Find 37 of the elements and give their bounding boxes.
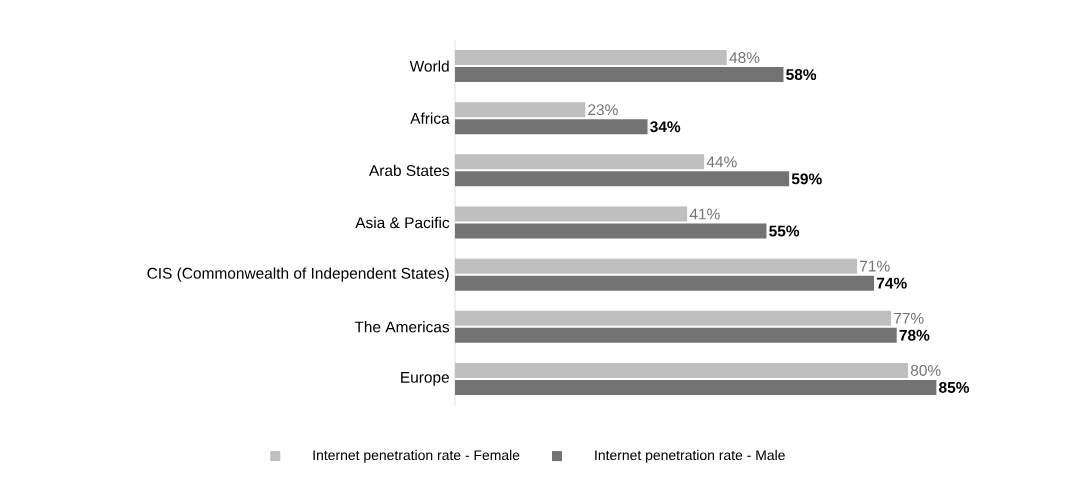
bar — [455, 310, 892, 326]
bar — [455, 379, 937, 395]
y-tick-label: The Americas — [354, 321, 450, 333]
y-tick-label: CIS (Commonwealth of Independent States) — [147, 267, 449, 282]
bar — [455, 154, 705, 170]
data-label: 59% — [791, 173, 822, 185]
data-label: 34% — [650, 121, 681, 133]
data-label: 23% — [588, 104, 618, 116]
bar — [455, 327, 897, 343]
y-tick-label: Europe — [401, 372, 449, 386]
bar — [455, 102, 586, 118]
bar — [455, 119, 648, 135]
data-label: 41% — [689, 208, 720, 220]
data-label: 80% — [910, 364, 941, 376]
data-label: 71% — [860, 260, 890, 272]
bar — [455, 362, 909, 378]
legend-label: Internet penetration rate - Female — [313, 449, 520, 463]
data-label: 85% — [939, 381, 970, 393]
data-label: 77% — [894, 312, 924, 324]
bar — [455, 50, 727, 66]
data-label: 48% — [729, 52, 760, 64]
bar — [455, 275, 875, 291]
bar — [455, 206, 688, 222]
bar — [455, 258, 858, 274]
data-label: 44% — [706, 156, 737, 168]
y-tick-label: World — [409, 60, 449, 72]
bar — [455, 223, 767, 239]
y-tick-label: Arab States — [369, 164, 450, 177]
data-label: 55% — [769, 225, 800, 237]
data-label: 74% — [876, 277, 907, 289]
y-tick-label: Africa — [410, 112, 450, 124]
data-label: 78% — [899, 329, 930, 341]
y-tick-label: Asia & Pacific — [355, 216, 450, 229]
data-label: 58% — [786, 69, 817, 81]
bar — [455, 67, 784, 83]
bar — [455, 171, 790, 187]
legend-label: Internet penetration rate - Male — [595, 449, 785, 463]
